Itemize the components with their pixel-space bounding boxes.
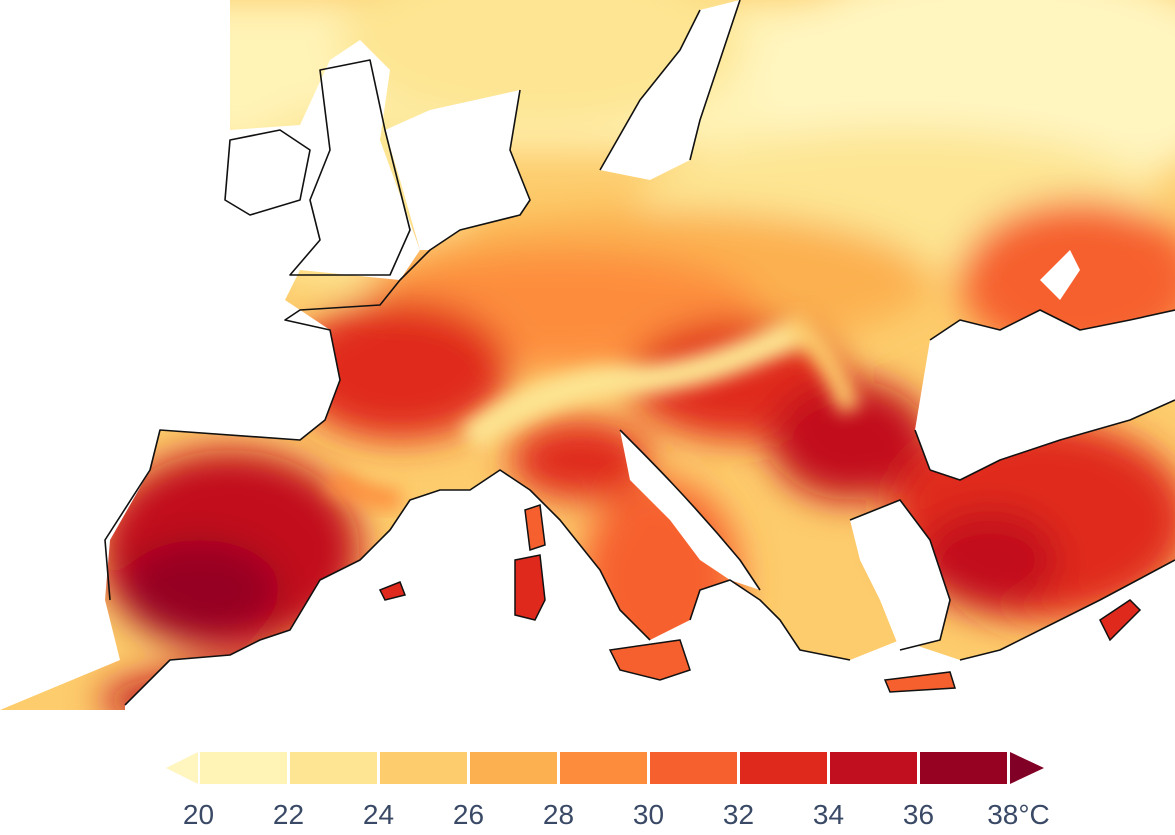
legend-tick-label: 36	[903, 799, 934, 830]
legend-tick-label: 38°C	[987, 799, 1050, 830]
cyprus	[1099, 599, 1142, 642]
islands	[378, 503, 1142, 693]
legend-bin-30-32	[650, 752, 737, 784]
legend-arrow-high	[1010, 752, 1044, 784]
legend-bin-34-36	[830, 752, 917, 784]
legend-bin-24-26	[380, 752, 467, 784]
balearics	[378, 581, 407, 601]
crete	[883, 671, 957, 693]
legend-tick-label: 20	[183, 799, 214, 830]
legend-bin-28-30	[560, 752, 647, 784]
legend-tick-label: 30	[633, 799, 664, 830]
sardinia	[514, 554, 546, 621]
legend-tick-label: 26	[453, 799, 484, 830]
legend-tick-label: 24	[363, 799, 394, 830]
legend-bins	[166, 752, 1044, 784]
legend-ticks: 20 22 24 26 28 30 32 34 36 38°C	[183, 799, 1050, 830]
coastlines	[104, 0, 1175, 706]
sea-mask	[0, 0, 1175, 710]
temperature-map	[0, 0, 1175, 710]
legend-bin-22-24	[290, 752, 377, 784]
legend-bin-20-22	[200, 752, 287, 784]
legend-bin-26-28	[470, 752, 557, 784]
legend-tick-label: 28	[543, 799, 574, 830]
legend-tick-label: 22	[273, 799, 304, 830]
legend-arrow-low	[166, 752, 198, 784]
legend-tick-label: 32	[723, 799, 754, 830]
legend-tick-label: 34	[813, 799, 844, 830]
corsica	[524, 503, 546, 552]
legend-bin-36-38	[920, 752, 1007, 784]
legend-bin-32-34	[740, 752, 827, 784]
color-legend: 20 22 24 26 28 30 32 34 36 38°C	[166, 752, 1050, 830]
sicily	[608, 639, 691, 681]
